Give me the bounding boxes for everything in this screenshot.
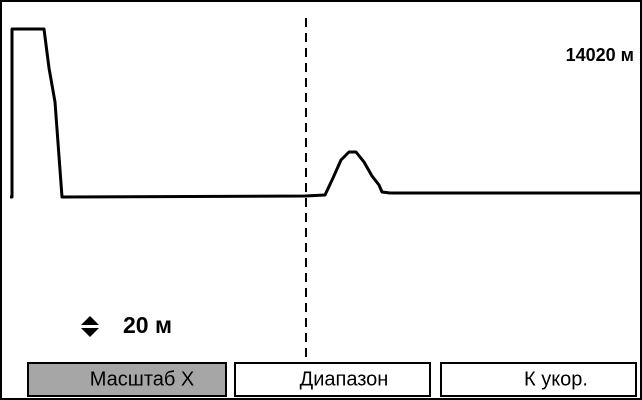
button[interactable]: К укор.	[440, 362, 637, 397]
scale-label: 20 м	[123, 312, 172, 338]
button-label[interactable]: Масштаб X	[90, 368, 194, 390]
button-bg[interactable]	[234, 362, 431, 397]
button-bg[interactable]	[440, 362, 637, 397]
button-label[interactable]: Диапазон	[300, 368, 389, 390]
distance-label: 14020 м	[566, 45, 634, 65]
button[interactable]: Масштаб X	[27, 362, 227, 397]
updown-icon	[81, 316, 99, 337]
button-label[interactable]: К укор.	[524, 368, 588, 390]
trace-line	[10, 27, 642, 199]
button[interactable]: Диапазон	[234, 362, 431, 397]
button-bg[interactable]	[27, 362, 227, 397]
